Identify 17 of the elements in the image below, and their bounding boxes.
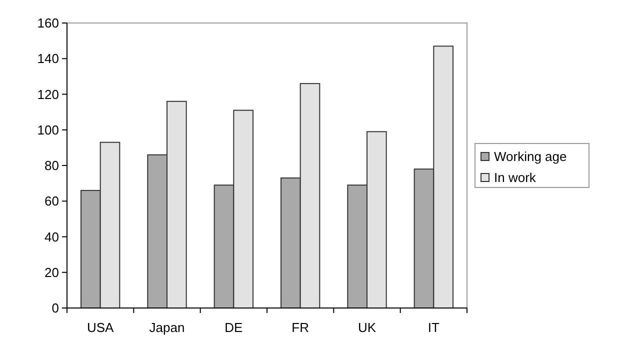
- x-tick-label: USA: [86, 320, 114, 335]
- y-tick-label: 140: [37, 51, 59, 66]
- legend-label: In work: [494, 170, 536, 186]
- legend-label: Working age: [494, 149, 567, 164]
- y-tick-label: 120: [37, 86, 59, 102]
- y-tick-label: 80: [44, 158, 59, 174]
- x-tick-label: IT: [428, 320, 440, 335]
- y-tick-label: 100: [37, 122, 59, 138]
- x-tick-label: FR: [292, 320, 310, 335]
- x-tick-label: Japan: [149, 320, 185, 335]
- x-tick-label: UK: [358, 320, 376, 335]
- y-tick-label: 60: [44, 194, 59, 209]
- x-tick-label: DE: [224, 320, 244, 335]
- y-tick-label: 40: [44, 229, 59, 244]
- y-tick-label: 0: [52, 300, 59, 316]
- y-tick-label: 20: [44, 264, 59, 280]
- y-tick-label: 160: [37, 16, 59, 31]
